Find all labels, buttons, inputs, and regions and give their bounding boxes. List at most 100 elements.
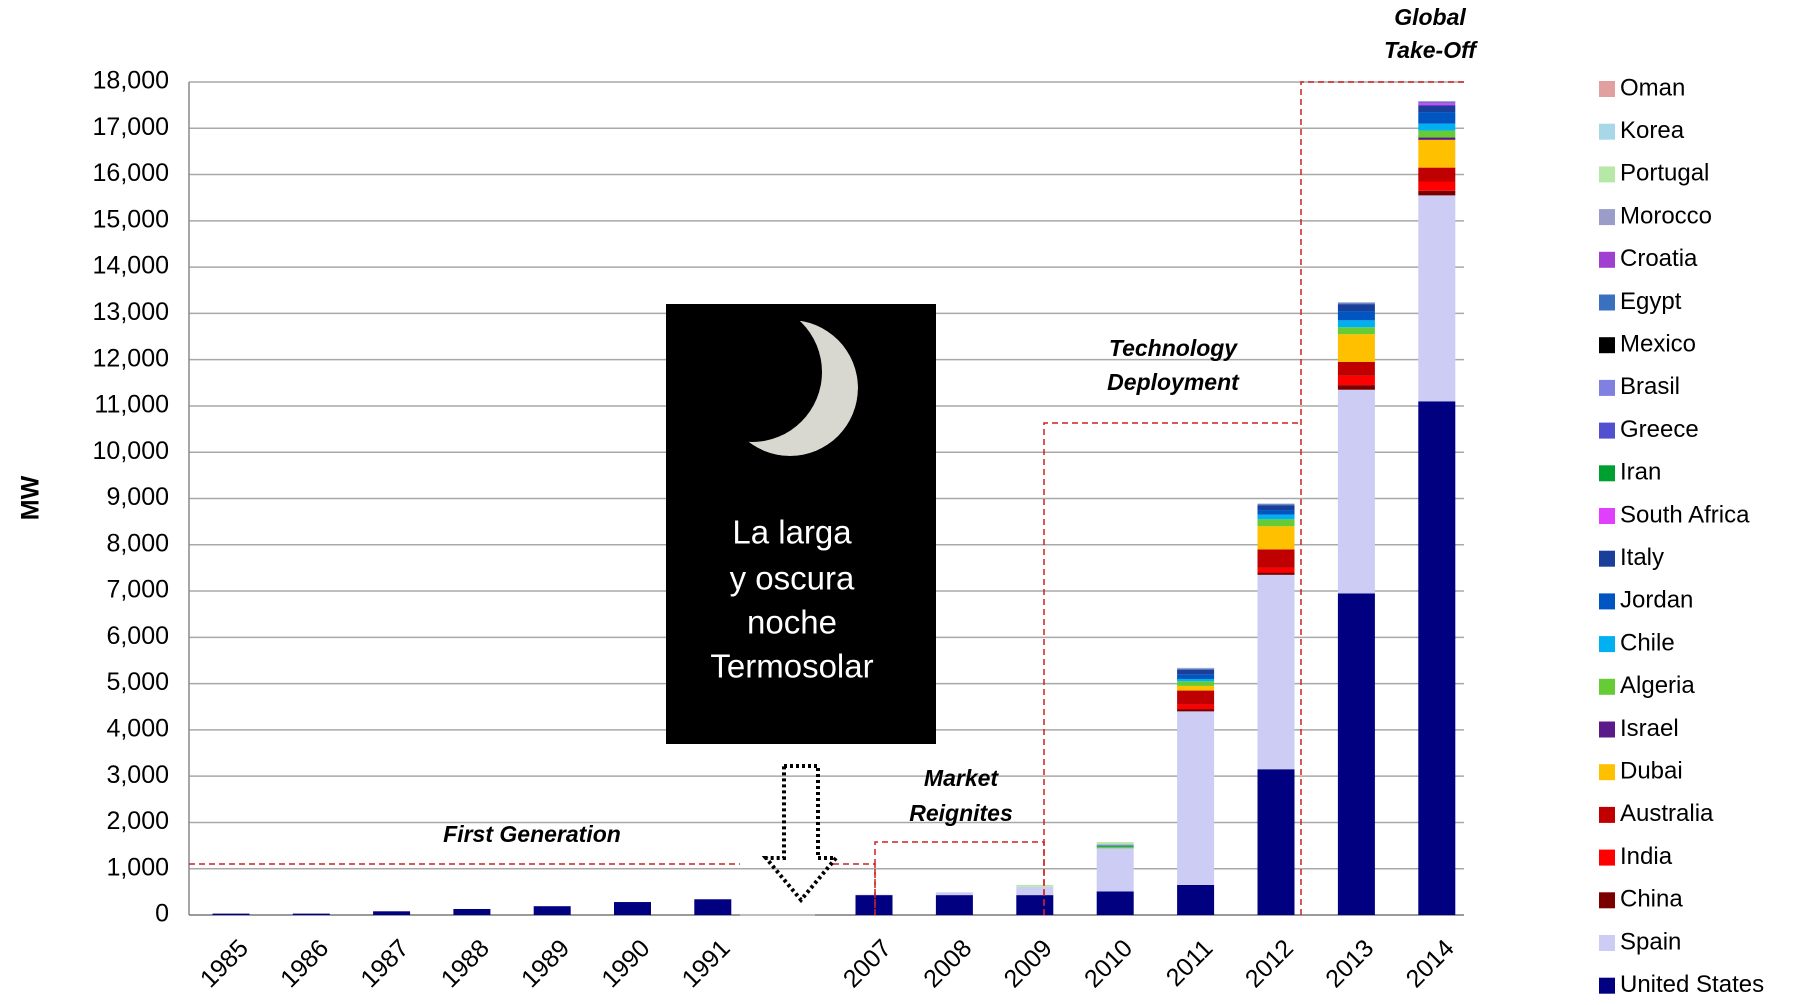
y-tick-label: 4,000 — [106, 714, 169, 742]
x-tick-label: 2014 — [1401, 934, 1460, 993]
legend-label: Brasil — [1620, 373, 1680, 400]
night-text: y oscura — [730, 560, 855, 597]
night-text: noche — [747, 604, 837, 641]
legend-swatch — [1599, 294, 1615, 311]
y-axis-label: MW — [17, 475, 45, 520]
bar-segment — [1257, 769, 1295, 915]
y-tick-label: 8,000 — [106, 529, 169, 557]
bar-segment — [1177, 884, 1215, 915]
legend-swatch — [1599, 550, 1615, 567]
y-tick-label: 5,000 — [106, 668, 169, 696]
x-tick-label: 2013 — [1320, 934, 1379, 993]
legend-label: Algeria — [1620, 672, 1695, 699]
y-tick-label: 7,000 — [106, 576, 169, 604]
bar-segment — [1016, 884, 1054, 887]
legend-swatch — [1599, 636, 1615, 653]
bar-segment — [1337, 311, 1375, 321]
bar-segment — [1418, 181, 1456, 191]
bar-segment — [1257, 549, 1295, 568]
bar-segment — [855, 895, 893, 915]
bar-segment — [1337, 334, 1375, 362]
moon — [722, 320, 858, 456]
legend-label: China — [1620, 886, 1683, 913]
annotation: Market — [924, 765, 999, 791]
legend-label: India — [1620, 843, 1673, 870]
legend-swatch — [1599, 81, 1615, 97]
bar-segment — [1337, 389, 1375, 594]
bar-segment — [1337, 385, 1375, 390]
bar-segment — [1418, 167, 1456, 182]
night-box: La larga y oscura noche Termosolar — [666, 304, 936, 744]
annotation: First Generation — [443, 821, 621, 847]
bar-segment — [1177, 709, 1215, 712]
period-markers — [189, 81, 1464, 915]
x-tick-label: 1986 — [275, 934, 334, 993]
bar-segment — [1257, 572, 1295, 575]
bar-segment — [1096, 844, 1134, 846]
legend-swatch — [1599, 593, 1615, 610]
legend-swatch — [1599, 465, 1615, 482]
bar-segment — [1096, 847, 1134, 849]
bar-segment — [935, 892, 973, 896]
y-tick-label: 9,000 — [106, 483, 169, 511]
bar-segment — [1177, 704, 1215, 710]
bar-segment — [935, 895, 973, 915]
bar-segment — [1418, 105, 1456, 113]
bar-segment — [1096, 891, 1134, 915]
bar-segment — [1337, 327, 1375, 335]
y-tick-label: 6,000 — [106, 622, 169, 650]
bar-segment — [1418, 123, 1456, 131]
bar-segment — [1418, 190, 1456, 196]
y-tick-label: 18,000 — [93, 67, 169, 95]
legend-swatch — [1599, 935, 1615, 951]
annotation: Global — [1394, 4, 1466, 30]
x-tick-label: 2011 — [1161, 934, 1219, 992]
bar-segment — [1096, 848, 1134, 892]
legend-label: Portugal — [1620, 160, 1709, 187]
bar-segment — [1337, 375, 1375, 386]
legend-label: Morocco — [1620, 202, 1712, 229]
global-bracket — [1300, 81, 1464, 915]
y-tick-label: 0 — [155, 900, 169, 928]
legend-swatch — [1599, 764, 1615, 781]
bar-segment — [1418, 401, 1456, 916]
bar-segment — [1257, 505, 1295, 511]
bar-segment — [1257, 567, 1295, 573]
x-tick-label: 1989 — [516, 934, 575, 993]
y-tick-label: 2,000 — [106, 807, 169, 835]
bar-segment — [1337, 361, 1375, 376]
annotation: Reignites — [909, 800, 1013, 826]
x-tick-label: 1991 — [677, 934, 736, 993]
bar-segment — [1177, 681, 1215, 686]
bar-segment — [1418, 112, 1456, 124]
bar-segment — [1257, 504, 1295, 506]
legend-swatch — [1599, 251, 1615, 268]
annotation: Technology — [1109, 335, 1238, 361]
y-tick-label: 11,000 — [94, 391, 169, 419]
x-tick-label: 1987 — [355, 934, 414, 993]
annotation: Take-Off — [1384, 37, 1478, 63]
x-tick-label: 1985 — [195, 934, 254, 993]
legend-label: Korea — [1620, 117, 1685, 144]
y-tick-label: 15,000 — [93, 205, 169, 233]
legend-label: Spain — [1620, 928, 1681, 955]
legend-label: South Africa — [1620, 501, 1750, 528]
bar-segment — [1257, 574, 1295, 770]
bar-segment — [1177, 685, 1215, 691]
legend-label: Iran — [1620, 459, 1661, 486]
y-tick-label: 14,000 — [93, 252, 169, 280]
bar-segment — [1418, 100, 1456, 102]
legend-label: Croatia — [1620, 245, 1698, 272]
legend-label: Chile — [1620, 629, 1675, 656]
bar-segment — [1257, 510, 1295, 515]
bar-segment — [614, 902, 651, 915]
night-text: Termosolar — [710, 648, 873, 685]
bar-segment — [1096, 845, 1134, 847]
bar-segment — [1257, 519, 1295, 527]
bar-segment — [1096, 846, 1134, 848]
y-tick-label: 17,000 — [93, 113, 169, 141]
legend-label: Oman — [1620, 74, 1685, 101]
bar-segment — [212, 913, 250, 915]
legend-swatch — [1599, 508, 1615, 524]
